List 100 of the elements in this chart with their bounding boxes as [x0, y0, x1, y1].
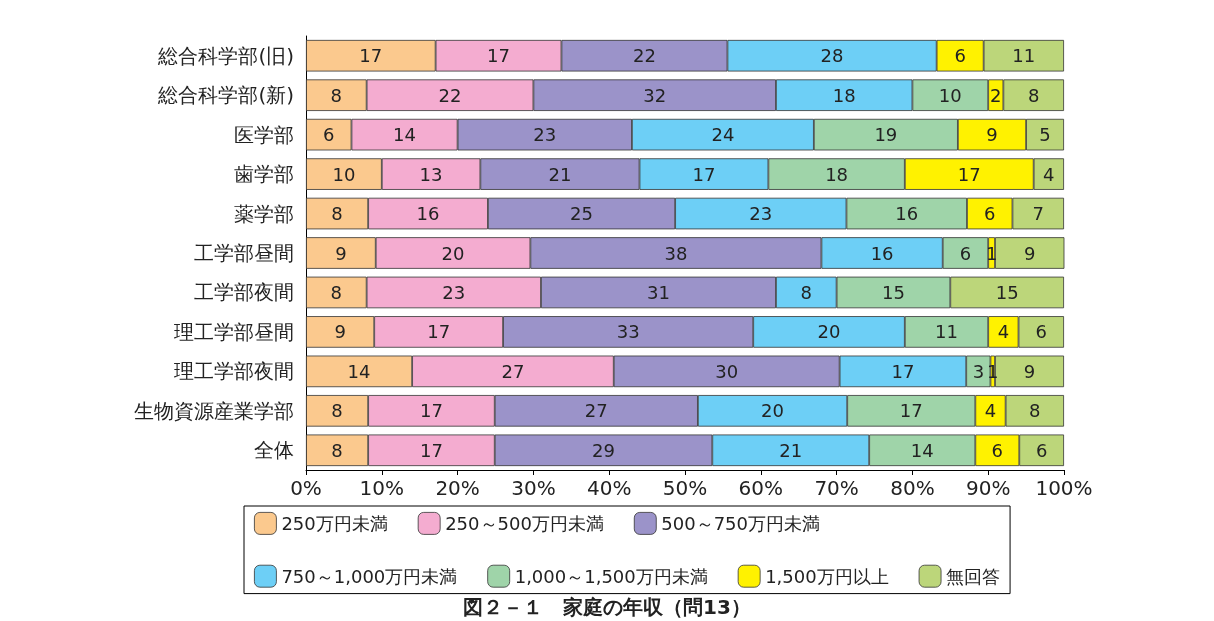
legend-label: 1,500万円以上 — [765, 565, 889, 587]
data-label: 7 — [1032, 203, 1044, 225]
data-label: 21 — [779, 439, 803, 461]
data-label: 11 — [935, 321, 958, 343]
data-label: 38 — [664, 242, 688, 264]
data-label: 19 — [874, 124, 898, 146]
data-label: 17 — [427, 321, 451, 343]
data-label: 4 — [997, 321, 1010, 343]
y-tick-label: 全体 — [254, 438, 294, 463]
data-label: 6 — [983, 203, 996, 225]
data-label: 16 — [416, 203, 440, 225]
data-label: 10 — [938, 84, 962, 106]
data-label: 14 — [347, 360, 371, 382]
data-label: 8 — [331, 400, 343, 422]
data-label: 9 — [1023, 242, 1036, 264]
data-label: 8 — [331, 203, 343, 225]
data-label: 23 — [442, 281, 466, 303]
x-tick-label: 20% — [435, 476, 480, 500]
y-tick-label: 歯学部 — [234, 162, 294, 187]
y-tick-label: 理工学部昼間 — [174, 319, 294, 344]
data-label: 17 — [420, 400, 443, 422]
x-tick-label: 70% — [814, 476, 859, 500]
x-tick-label: 40% — [586, 476, 632, 500]
data-label: 13 — [419, 163, 443, 185]
y-tick-label: 生物資源産業学部 — [134, 398, 294, 423]
data-label: 24 — [711, 124, 735, 146]
data-label: 16 — [895, 203, 919, 225]
y-tick-label: 薬学部 — [234, 201, 294, 226]
data-label: 20 — [817, 321, 841, 343]
x-tick-label: 80% — [890, 476, 935, 500]
y-tick-label: 総合科学部(新) — [157, 83, 294, 108]
data-label: 21 — [548, 163, 572, 185]
data-label: 20 — [441, 242, 465, 264]
data-label: 17 — [891, 360, 915, 382]
data-label: 28 — [820, 45, 844, 67]
data-label: 23 — [533, 124, 557, 146]
y-tick-label: 工学部夜間 — [194, 280, 294, 305]
data-label: 15 — [882, 281, 905, 303]
text: 図２－１ 家庭の年収（問13） — [463, 595, 751, 619]
data-label: 9 — [986, 124, 998, 146]
data-label: 17 — [692, 163, 716, 185]
data-label: 17 — [957, 163, 981, 185]
y-tick-label: 工学部昼間 — [194, 241, 294, 265]
legend-label: 250～500万円未満 — [445, 512, 604, 534]
data-label: 14 — [393, 124, 416, 146]
legend-label: 1,000～1,500万円未満 — [514, 565, 708, 587]
y-tick-label: 医学部 — [234, 122, 294, 147]
data-label: 6 — [323, 124, 335, 146]
x-tick-label: 30% — [511, 476, 556, 500]
data-label: 29 — [592, 439, 615, 461]
data-label: 8 — [1029, 400, 1041, 422]
data-label: 20 — [761, 400, 784, 422]
data-label: 14 — [910, 439, 934, 461]
data-label: 8 — [330, 281, 343, 303]
data-label: 8 — [800, 281, 813, 303]
legend-label: 無回答 — [946, 565, 1001, 587]
data-label: 6 — [991, 439, 1004, 461]
data-label: 31 — [647, 281, 670, 303]
data-label: 23 — [749, 203, 773, 225]
data-label: 27 — [584, 400, 608, 422]
data-label: 18 — [832, 84, 856, 106]
y-tick-label: 理工学部夜間 — [174, 359, 294, 384]
y-tick-label: 総合科学部(旧) — [157, 43, 294, 68]
data-label: 10 — [332, 163, 356, 185]
data-label: 22 — [632, 45, 656, 67]
data-label: 17 — [899, 400, 923, 422]
x-tick-label: 60% — [738, 476, 784, 500]
data-label: 9 — [1023, 360, 1036, 382]
data-label: 15 — [995, 281, 1019, 303]
data-label: 6 — [959, 242, 972, 264]
data-label: 8 — [330, 84, 343, 106]
data-label: 11 — [1012, 45, 1036, 67]
data-label: 9 — [334, 321, 346, 343]
data-label: 16 — [870, 242, 894, 264]
data-label: 4 — [1043, 163, 1055, 185]
legend-label: 500～750万円未満 — [661, 512, 820, 534]
x-tick-label: 10% — [359, 476, 405, 500]
x-tick-label: 0% — [290, 476, 322, 500]
data-label: 33 — [616, 321, 640, 343]
data-label: 9 — [335, 242, 347, 264]
x-tick-label: 50% — [662, 476, 708, 500]
legend-label: 750～1,000万円未満 — [281, 565, 458, 587]
legend-label: 250万円未満 — [281, 512, 388, 534]
data-label: 17 — [359, 45, 383, 67]
data-label: 22 — [438, 84, 462, 106]
data-label: 6 — [1035, 439, 1048, 461]
data-label: 3 — [972, 360, 985, 382]
data-label: 27 — [501, 360, 525, 382]
data-label: 30 — [715, 360, 739, 382]
x-tick-label: 100% — [1035, 476, 1093, 500]
data-label: 6 — [1035, 321, 1047, 343]
data-label: 8 — [331, 439, 343, 461]
data-label: 17 — [420, 439, 443, 461]
data-label: 32 — [643, 84, 667, 106]
data-label: 2 — [990, 84, 1002, 106]
x-tick-label: 90% — [965, 476, 1011, 500]
data-label: 8 — [1027, 84, 1040, 106]
data-label: 18 — [825, 163, 849, 185]
data-label: 6 — [954, 45, 966, 67]
data-label: 17 — [487, 45, 510, 67]
